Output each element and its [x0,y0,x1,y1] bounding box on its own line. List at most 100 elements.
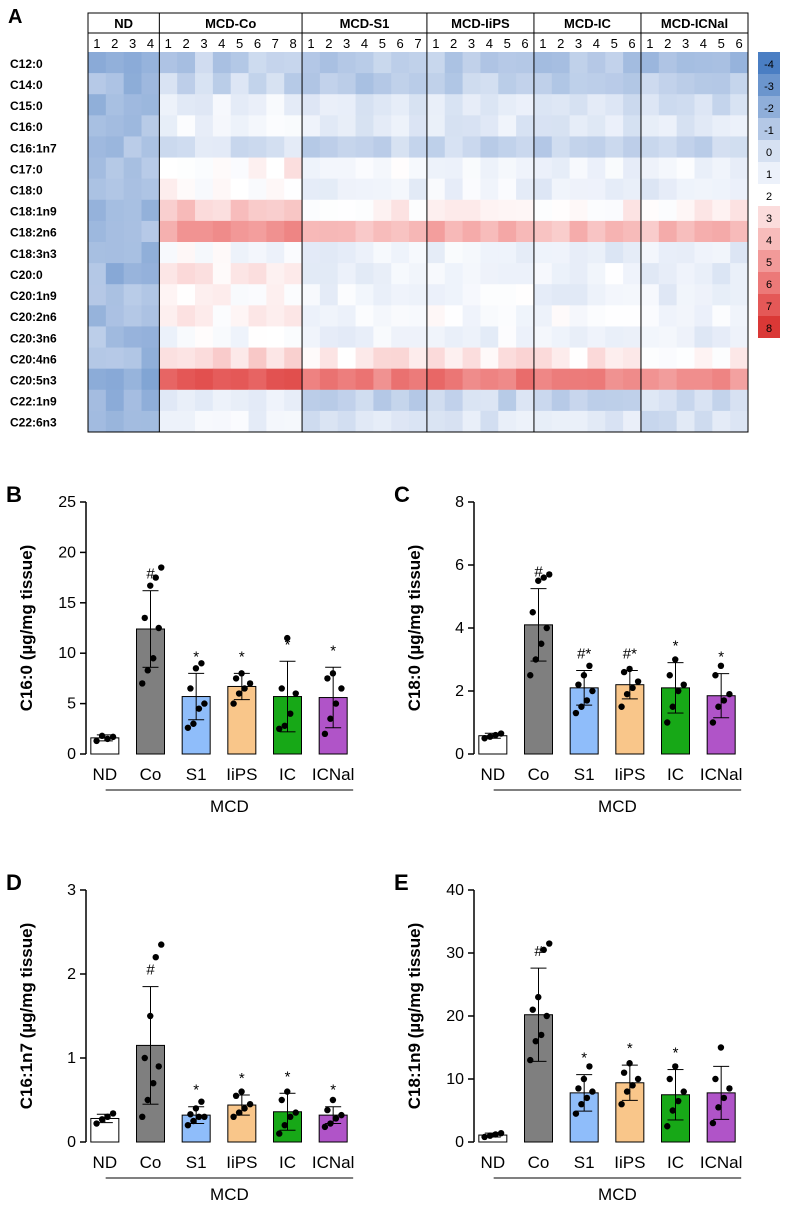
heatmap-cell [551,263,571,285]
heatmap-cell [658,73,678,95]
heatmap-cell [587,157,606,180]
heatmap-cell [712,410,731,433]
heatmap-cell [177,136,196,158]
heatmap-cell [284,368,303,391]
heatmap-cell [123,347,142,370]
heatmap-cell [159,410,178,433]
heatmap-cell [302,305,321,327]
heatmap-cell [623,73,642,95]
heatmap-cell [516,157,535,180]
heatmap-cell [391,157,410,180]
sample-label: 1 [93,36,100,51]
heatmap-cell [319,284,339,306]
data-point [152,574,159,581]
data-point [327,715,334,722]
sample-label: 5 [611,36,618,51]
row-label: C18:3n3 [10,247,57,261]
heatmap-cell [337,368,356,391]
heatmap-cell [694,305,713,327]
row-label: C16:0 [10,120,43,134]
heatmap-cell [212,178,232,201]
heatmap-cell [516,94,535,116]
heatmap-cell [337,73,356,95]
data-point [618,1101,625,1108]
heatmap-cell [730,178,749,201]
row-label: C18:2n6 [10,226,57,240]
heatmap-cell [462,326,481,348]
bar-panel-b: B 0 5 10 15 20 25 C16:0 (µg/mg tissue) ND # Co * S1 *… [6,482,354,816]
sample-label: 8 [290,36,297,51]
heatmap-cell [266,115,285,137]
heatmap-cell [605,347,624,370]
data-point [144,1096,151,1104]
heatmap-cell [480,73,499,95]
heatmap-cell [533,220,553,243]
heatmap-cell [640,73,660,95]
data-point [278,1096,285,1104]
heatmap-cell [694,347,713,370]
heatmap-cell [587,326,606,348]
data-point [669,703,676,710]
heatmap-cell [551,199,571,222]
data-point [717,662,725,669]
colorbar-label: 8 [766,323,772,335]
heatmap-cell [337,242,356,264]
heatmap-cell [212,73,232,95]
heatmap-cell [640,410,660,433]
sample-label: 3 [200,36,207,51]
heatmap-cell [355,284,374,306]
heatmap-cell [409,389,428,412]
heatmap-cell [730,136,749,158]
heatmap-cell [498,178,517,201]
heatmap-cell [480,157,499,180]
row-label: C18:1n9 [10,205,57,219]
heatmap-cell [730,326,749,348]
data-point [321,1123,329,1131]
heatmap-cell [640,178,660,201]
heatmap-cell [248,115,267,137]
heatmap-cell [391,115,410,137]
heatmap-cell [409,220,428,243]
heatmap-cell [444,115,463,137]
heatmap-cell [623,326,642,348]
sample-label: 4 [218,36,225,51]
heatmap-cell [195,178,214,201]
row-label: C12:0 [10,57,43,71]
heatmap-cell [123,263,142,285]
heatmap-cell [337,115,356,137]
group-label: MCD [210,797,249,816]
heatmap-cell [337,347,356,370]
heatmap-cell [569,389,588,412]
heatmap-cell [587,368,606,391]
data-point [575,681,582,688]
heatmap-cell [159,52,178,74]
heatmap-cell [533,136,553,158]
data-point [329,1096,337,1104]
heatmap-cell [230,199,249,222]
y-tick-label: 5 [67,696,76,713]
heatmap-cell [337,220,356,243]
heatmap-cell [587,220,606,243]
heatmap-cell [533,284,553,306]
heatmap-cell [712,326,731,348]
heatmap-cell [248,136,267,158]
heatmap-cell [462,115,481,137]
data-point [486,1132,494,1139]
data-point [195,705,203,712]
heatmap-cell [676,157,695,180]
heatmap-cell [88,389,107,412]
heatmap-cell [587,178,606,201]
heatmap-cell [391,326,410,348]
heatmap-cell [498,115,517,137]
heatmap-cell [212,389,232,412]
heatmap-cell [319,242,339,264]
panel-letter: E [394,870,409,895]
data-point [634,678,642,685]
heatmap-cell [498,52,517,74]
data-point [235,690,243,697]
heatmap-cell [266,136,285,158]
heatmap-cell [88,52,107,74]
heatmap-cell [605,305,624,327]
